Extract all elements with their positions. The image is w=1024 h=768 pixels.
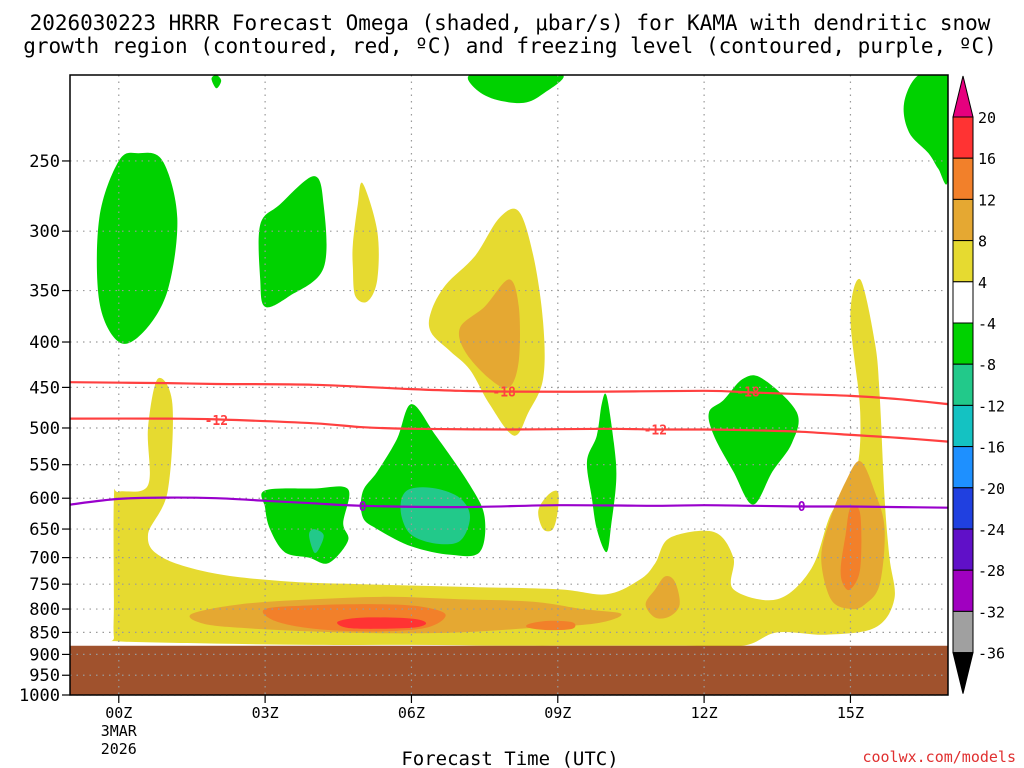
colorbar-bottom-arrow <box>952 652 974 694</box>
contour-temp-minus12 <box>70 417 948 443</box>
shade-green-top-1700 <box>903 75 948 185</box>
shade-red-lower <box>337 617 427 629</box>
colorbar-top-arrow <box>952 75 974 118</box>
colorbar-bin--8-to--4 <box>952 322 974 365</box>
shade-green-top-0800 <box>467 75 564 104</box>
colorbar-bin--4-to-4 <box>952 281 974 324</box>
colorbar-label-12: 12 <box>978 191 996 209</box>
shade-orange-dark-1500 <box>840 505 862 591</box>
shade-green-0230-lower <box>261 486 350 564</box>
ground-fill <box>70 645 948 695</box>
contour-label-temp-minus12-0: -12 <box>205 414 228 429</box>
x-tick-label-12Z: 12Z <box>691 704 718 722</box>
colorbar-bin-12-to-16 <box>952 157 974 200</box>
x-tick-sublabel-date: 3MAR <box>101 722 138 740</box>
chart-title-line1: 2026030223 HRRR Forecast Omega (shaded, … <box>30 11 991 35</box>
colorbar-label-20: 20 <box>978 109 996 127</box>
colorbar-bin--12-to--8 <box>952 363 974 406</box>
plot-frame <box>69 74 949 696</box>
contour-temp-minus18 <box>70 381 948 406</box>
ground-mask <box>70 645 948 695</box>
colorbar-label-8: 8 <box>978 233 987 251</box>
colorbar-bin--20-to--16 <box>952 446 974 489</box>
shade-yellow-0500 <box>352 182 379 303</box>
colorbar-bin-4-to-8 <box>952 240 974 283</box>
colorbar-bin--28-to--24 <box>952 528 974 571</box>
shade-green-speck-0200 <box>211 75 222 89</box>
shade-orange-upper-0730 <box>458 279 520 389</box>
y-tick-label-350: 350 <box>29 282 60 302</box>
shade-green-0950 <box>586 393 617 553</box>
x-tick-label-09Z: 09Z <box>544 704 571 722</box>
colorbar-label--16: -16 <box>978 439 1005 457</box>
y-tick-label-400: 400 <box>29 333 60 353</box>
colorbar-bin--32-to--28 <box>952 569 974 612</box>
y-tick-label-450: 450 <box>29 378 60 398</box>
contour-label-temp-minus18-1: -18 <box>736 386 760 401</box>
shade-teal-0630 <box>400 487 470 545</box>
shade-teal-0400 <box>309 529 324 554</box>
colorbar-label--24: -24 <box>978 521 1005 539</box>
y-tick-label-550: 550 <box>29 456 60 476</box>
y-tick-label-600: 600 <box>29 489 60 509</box>
y-tick-label-700: 700 <box>29 549 60 569</box>
contour-label-freezing-level-0-0: 0 <box>359 500 367 515</box>
watermark-link[interactable]: coolwx.com/models <box>862 748 1016 766</box>
shade-green-0000 <box>96 152 178 344</box>
colorbar-label-4: 4 <box>978 274 987 292</box>
y-tick-label-800: 800 <box>29 600 60 620</box>
shade-yellow-0850 <box>538 490 559 532</box>
colorbar: 20 16 12 8 4 -4 -8 -12 -16 -20 -24 -28 -32 -36 <box>952 75 1005 694</box>
y-tick-label-900: 900 <box>29 645 60 665</box>
y-tick-label-750: 750 <box>29 575 60 595</box>
colorbar-label--32: -32 <box>978 603 1005 621</box>
shade-yellow-lower-band <box>109 278 895 647</box>
colorbar-label--12: -12 <box>978 397 1005 415</box>
shade-green-1300 <box>708 375 799 505</box>
y-tick-label-950: 950 <box>29 666 60 686</box>
colorbar-label--20: -20 <box>978 480 1005 498</box>
x-tick-sublabel-year: 2026 <box>101 740 137 758</box>
y-tick-label-300: 300 <box>29 222 60 242</box>
colorbar-bin-8-to-12 <box>952 198 974 242</box>
x-tick-label-00Z: 00Z <box>105 704 132 722</box>
x-axis-label: Forecast Time (UTC) <box>401 748 618 768</box>
x-tick-label-06Z: 06Z <box>398 704 425 722</box>
colorbar-label--4: -4 <box>978 315 996 333</box>
contours: -18 -18 -12 -12 0 0 <box>70 381 948 515</box>
y-tick-label-650: 650 <box>29 520 60 540</box>
shade-green-0400 <box>258 176 327 308</box>
shade-orange-dark-0830 <box>526 620 576 631</box>
x-tick-label-03Z: 03Z <box>252 704 279 722</box>
colorbar-bin--16-to--12 <box>952 404 974 448</box>
colorbar-bin-16-to-20 <box>952 116 974 159</box>
contour-freezing-level-0 <box>70 496 948 509</box>
colorbar-label--28: -28 <box>978 562 1005 580</box>
shade-orange-1100 <box>645 575 680 619</box>
y-axis: 2503003504004505005506006507007508008509… <box>19 152 70 706</box>
y-tick-label-250: 250 <box>29 152 60 172</box>
y-tick-label-1000: 1000 <box>19 686 60 706</box>
colorbar-bin--24-to--20 <box>952 487 974 530</box>
colorbar-label--8: -8 <box>978 356 996 374</box>
colorbar-bin--36-to--32 <box>952 610 974 654</box>
omega-shading <box>96 75 948 647</box>
y-tick-label-500: 500 <box>29 419 60 439</box>
colorbar-label--36: -36 <box>978 645 1005 663</box>
y-tick-label-850: 850 <box>29 623 60 643</box>
contour-label-temp-minus12-1: -12 <box>644 424 667 439</box>
x-tick-label-15Z: 15Z <box>837 704 864 722</box>
colorbar-label-16: 16 <box>978 150 996 168</box>
contour-label-freezing-level-0-1: 0 <box>798 500 806 515</box>
contour-label-temp-minus18-0: -18 <box>492 386 516 401</box>
chart-title-line2: growth region (contoured, red, ºC) and f… <box>23 34 997 58</box>
